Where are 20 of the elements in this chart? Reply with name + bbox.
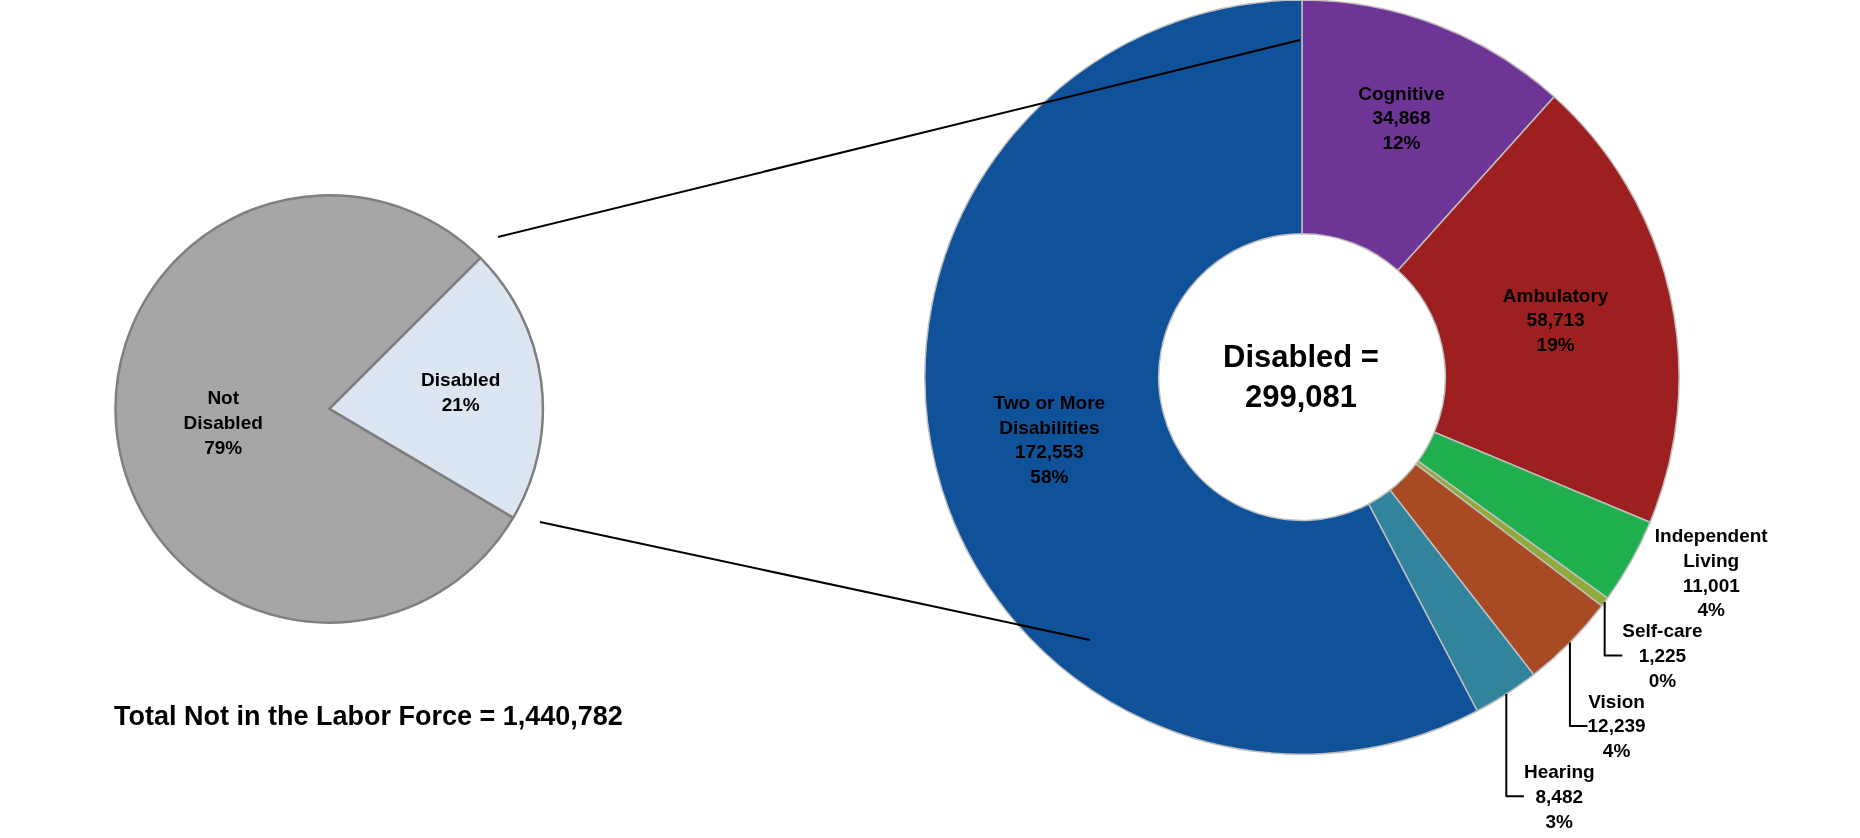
slice-label: Hearing [1523,761,1595,783]
slice-label: Disabled [421,369,501,391]
data-label: 21% [441,394,480,416]
text: Disabled = 299,081 [1223,339,1379,415]
slice-label: Ambulatory [1502,284,1609,306]
data-label: 11,001 4% [1682,574,1741,621]
slice-label: Two or More Disabilities [993,391,1106,438]
slice-label: Not Disabled [183,387,263,433]
slice-label: Self-care [1622,620,1703,642]
slice-label: Independent Living [1654,525,1769,571]
slice-label: Vision [1588,690,1645,712]
data-label: 172,553 58% [1015,441,1084,487]
text: Total Not in the Labor Force = 1,440,782 [114,701,623,731]
slice-label: Cognitive [1358,82,1445,104]
data-label: 79% [204,436,243,458]
data-label: 12,239 4% [1587,715,1646,762]
data-label: 34,868 12% [1372,107,1431,154]
data-label: 1,225 0% [1638,645,1687,691]
data-label: 8,482 3% [1535,785,1584,832]
data-label: 58,713 19% [1526,309,1585,356]
